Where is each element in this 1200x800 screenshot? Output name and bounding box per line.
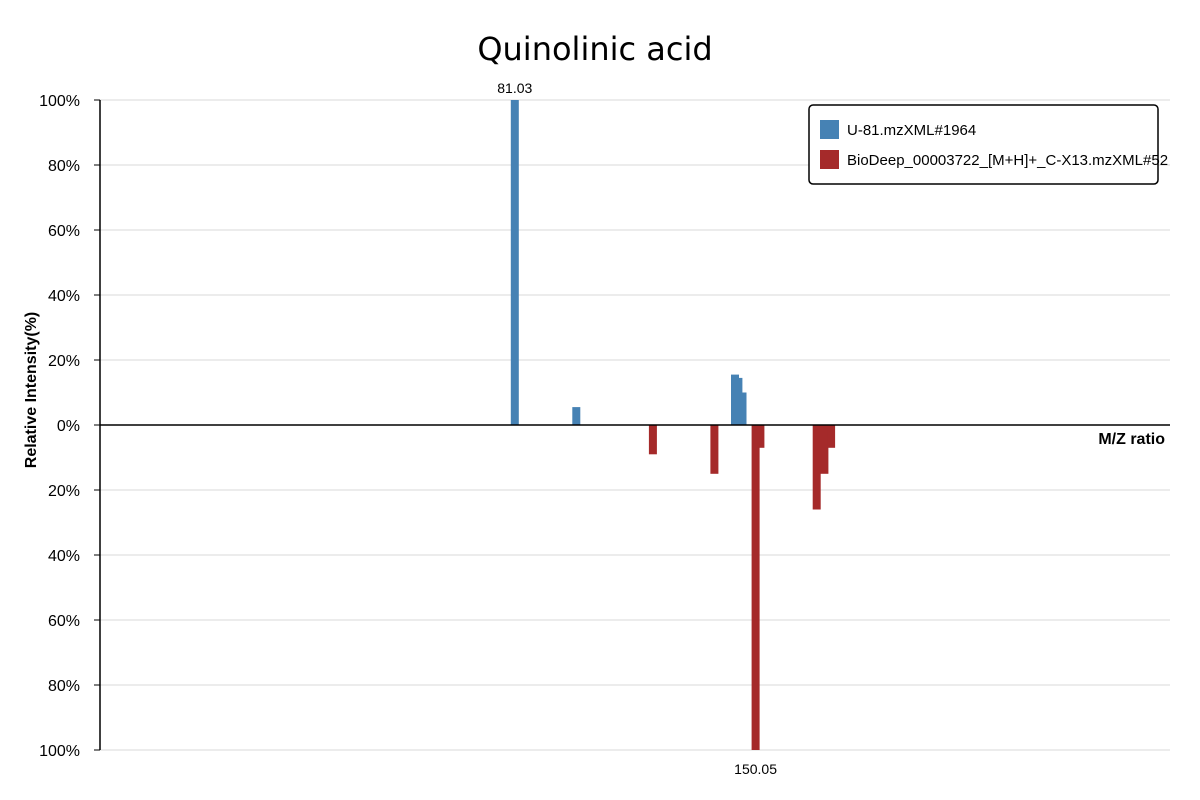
y-tick-upper-5: 0%	[57, 418, 80, 435]
peak-label-series-2-2: 150.05	[734, 761, 777, 777]
legend: U-81.mzXML#1964 BioDeep_00003722_[M+H]+_…	[808, 104, 1168, 185]
y-tick-upper-0: 100%	[39, 93, 80, 110]
peak-bar-series-2-0	[648, 425, 657, 455]
grid-lines	[100, 99, 1170, 751]
legend-label-series-1: U-81.mzXML#1964	[847, 122, 976, 139]
y-tick-lower-0: 20%	[48, 483, 80, 500]
peak-bar-series-2-2	[751, 425, 760, 750]
x-axis-label: M/Z ratio	[1098, 431, 1165, 448]
y-tick-lower-3: 80%	[48, 678, 80, 695]
legend-box	[808, 104, 1159, 185]
peak-labels: 81.03 150.05	[497, 80, 777, 777]
y-tick-lower-2: 60%	[48, 613, 80, 630]
chart-title: Quinolinic acid	[477, 30, 712, 68]
y-tick-lower-4: 100%	[39, 743, 80, 760]
y-tick-upper-3: 40%	[48, 288, 80, 305]
peak-bar-series-1-1	[572, 407, 581, 425]
peak-bars	[510, 100, 836, 750]
y-tick-upper-2: 60%	[48, 223, 80, 240]
peak-bar-series-1-3	[734, 377, 743, 425]
legend-label-series-2: BioDeep_00003722_[M+H]+_C-X13.mzXML#52	[847, 152, 1168, 169]
peak-bar-series-1-4	[738, 392, 747, 425]
y-tick-labels: 100% 80% 60% 40% 20% 0% 20% 40% 60% 80% 100%	[39, 93, 100, 760]
y-tick-lower-1: 40%	[48, 548, 80, 565]
peak-bar-series-1-0	[510, 100, 519, 425]
legend-swatch-series-2	[820, 150, 839, 169]
peak-bar-series-2-1	[710, 425, 719, 474]
y-tick-upper-4: 20%	[48, 353, 80, 370]
peak-bar-series-2-6	[827, 425, 836, 448]
peak-bar-series-2-3	[756, 425, 765, 448]
peak-bar-series-2-5	[820, 425, 829, 474]
peak-label-series-1-0: 81.03	[497, 80, 532, 96]
legend-swatch-series-1	[820, 120, 839, 139]
peak-bar-series-2-4	[812, 425, 821, 510]
y-tick-upper-1: 80%	[48, 158, 80, 175]
y-axis-label: Relative Intensity(%)	[23, 312, 40, 468]
